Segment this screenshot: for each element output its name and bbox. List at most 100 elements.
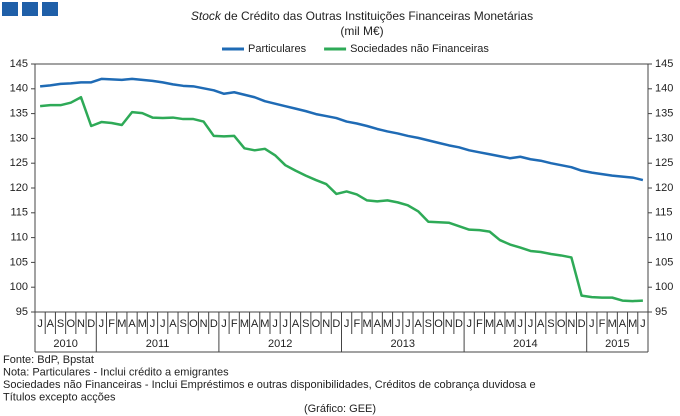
y2-tick-label: 95 — [655, 306, 667, 318]
x-tick-label: F — [476, 318, 483, 330]
x-tick-label: M — [362, 318, 371, 330]
y-tick-label: 100 — [10, 281, 28, 293]
chart-title: Stock de Crédito das Outras Instituições… — [191, 9, 533, 23]
title-text: de Crédito das Outras Instituições Finan… — [224, 9, 533, 23]
y-tick-label: 115 — [10, 207, 28, 219]
footnote: Fonte: BdP, Bpstat — [3, 354, 94, 366]
x-tick-label: S — [179, 318, 186, 330]
title-emphasis: Stock — [191, 9, 222, 23]
x-tick-label: J — [150, 318, 156, 330]
y2-tick-label: 105 — [655, 256, 673, 268]
y2-tick-label: 125 — [655, 157, 673, 169]
x-tick-label: M — [608, 318, 617, 330]
x-tick-label: A — [414, 318, 422, 330]
logo-square — [2, 2, 18, 16]
x-tick-label: O — [189, 318, 198, 330]
y-tick-label: 105 — [10, 256, 28, 268]
y-tick-label: 110 — [10, 232, 28, 244]
footnote: Sociedades não Financeiras - Inclui Empr… — [3, 379, 536, 391]
x-tick-label: F — [599, 318, 606, 330]
x-tick-label: A — [292, 318, 300, 330]
x-tick-label: J — [99, 318, 105, 330]
x-tick-label: N — [322, 318, 330, 330]
x-tick-label: D — [578, 318, 586, 330]
x-tick-label: S — [547, 318, 554, 330]
x-tick-label: F — [108, 318, 115, 330]
x-tick-label: A — [537, 318, 545, 330]
x-tick-label: J — [640, 318, 646, 330]
x-tick-label: A — [47, 318, 55, 330]
x-tick-label: A — [251, 318, 259, 330]
credit: (Gráfico: GEE) — [304, 403, 376, 415]
y2-tick-label: 140 — [655, 83, 673, 95]
y-tick-label: 140 — [10, 83, 28, 95]
x-tick-label: N — [567, 318, 575, 330]
x-tick-label: S — [57, 318, 64, 330]
x-tick-label: O — [557, 318, 566, 330]
x-tick-label: J — [283, 318, 289, 330]
y-tick-label: 95 — [16, 306, 28, 318]
logo-square — [42, 2, 58, 16]
x-tick-label: M — [485, 318, 494, 330]
x-tick-label: O — [312, 318, 321, 330]
x-tick-label: J — [395, 318, 401, 330]
x-tick-label: J — [466, 318, 472, 330]
y2-tick-label: 115 — [655, 207, 673, 219]
x-tick-label: O — [434, 318, 443, 330]
x-tick-label: O — [66, 318, 75, 330]
x-group-label: 2015 — [605, 338, 629, 350]
x-tick-label: M — [117, 318, 126, 330]
x-tick-label: F — [231, 318, 238, 330]
logo-square — [22, 2, 38, 16]
x-tick-label: M — [240, 318, 249, 330]
y2-tick-label: 110 — [655, 232, 673, 244]
x-tick-label: J — [272, 318, 278, 330]
x-tick-label: J — [528, 318, 534, 330]
x-tick-label: S — [425, 318, 432, 330]
x-tick-label: N — [77, 318, 85, 330]
y2-tick-label: 130 — [655, 132, 673, 144]
x-tick-label: A — [128, 318, 136, 330]
x-tick-label: D — [455, 318, 463, 330]
x-tick-label: J — [405, 318, 411, 330]
plot-frame — [34, 63, 649, 313]
x-tick-label: S — [302, 318, 309, 330]
x-tick-label: M — [383, 318, 392, 330]
y-tick-label: 135 — [10, 108, 28, 120]
x-tick-label: N — [445, 318, 453, 330]
x-tick-label: M — [628, 318, 637, 330]
series-line — [39, 95, 643, 303]
x-tick-label: A — [619, 318, 627, 330]
y2-tick-label: 135 — [655, 108, 673, 120]
x-tick-label: J — [589, 318, 595, 330]
y2-tick-label: 100 — [655, 281, 673, 293]
x-tick-label: D — [210, 318, 218, 330]
x-tick-label: J — [37, 318, 43, 330]
x-tick-label: A — [169, 318, 177, 330]
y-tick-label: 130 — [10, 132, 28, 144]
x-tick-label: M — [138, 318, 147, 330]
x-tick-label: M — [260, 318, 269, 330]
y-tick-label: 145 — [10, 58, 28, 70]
x-tick-label: A — [374, 318, 382, 330]
chart-subtitle: (mil M€) — [340, 24, 383, 38]
x-tick-label: D — [332, 318, 340, 330]
series-line — [39, 77, 644, 182]
x-tick-label: M — [505, 318, 514, 330]
footnote: Nota: Particulares - Inclui crédito a em… — [3, 366, 229, 378]
x-group-label: 2012 — [268, 338, 292, 350]
x-tick-label: A — [496, 318, 504, 330]
legend-label: Sociedades não Financeiras — [350, 43, 489, 55]
x-tick-label: J — [518, 318, 524, 330]
x-tick-label: F — [353, 318, 360, 330]
x-group-label: 2011 — [146, 338, 170, 350]
footnote: Títulos excepto acções — [3, 391, 116, 403]
y-tick-label: 125 — [10, 157, 28, 169]
x-tick-label: J — [344, 318, 350, 330]
legend-label: Particulares — [248, 43, 307, 55]
y2-tick-label: 145 — [655, 58, 673, 70]
x-group-label: 2010 — [53, 338, 77, 350]
y2-tick-label: 120 — [655, 182, 673, 194]
x-tick-label: N — [200, 318, 208, 330]
